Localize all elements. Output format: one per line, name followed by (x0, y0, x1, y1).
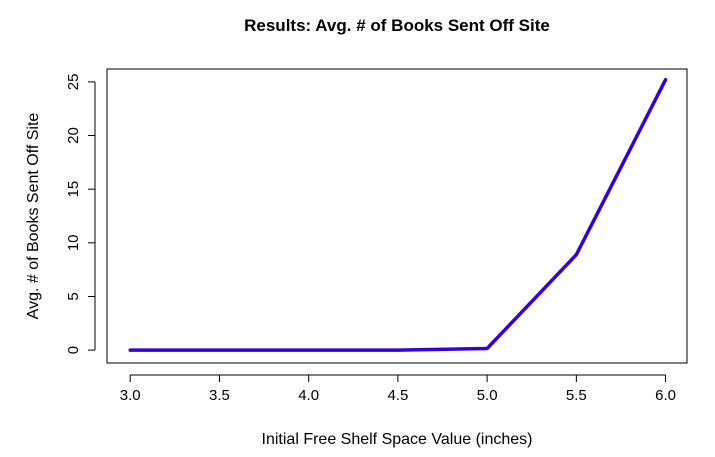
plot-frame (106, 68, 688, 364)
data-point (218, 349, 221, 351)
data-point (397, 349, 399, 351)
y-tick-label: 10 (65, 234, 82, 251)
y-tick-label: 20 (65, 127, 82, 144)
data-point (307, 349, 310, 351)
data-point (486, 347, 488, 350)
data-point (664, 78, 667, 81)
chart-title: Results: Avg. # of Books Sent Off Site (244, 16, 550, 35)
series-line (128, 77, 668, 352)
y-axis: 0 5 10 15 20 25 (65, 74, 96, 354)
x-tick-label: 5.0 (477, 387, 498, 404)
y-tick-label: 25 (65, 74, 82, 91)
x-tick-label: 4.5 (387, 387, 408, 404)
series-layer (128, 77, 668, 352)
data-point (129, 349, 131, 351)
x-tick-label: 3.0 (120, 387, 141, 404)
x-tick-label: 3.5 (209, 387, 230, 404)
x-tick-label: 4.0 (298, 387, 319, 404)
x-tick-label: 5.5 (566, 387, 587, 404)
y-axis-label: Avg. # of Books Sent Off Site (25, 113, 42, 320)
x-tick-label: 6.0 (655, 387, 676, 404)
y-tick-label: 5 (65, 292, 82, 300)
y-tick-label: 0 (65, 346, 82, 354)
x-axis-label: Initial Free Shelf Space Value (inches) (262, 431, 533, 448)
data-point (575, 253, 578, 256)
x-axis: 3.0 3.5 4.0 4.5 5.0 5.5 6.0 (120, 374, 676, 404)
y-tick-label: 15 (65, 181, 82, 198)
